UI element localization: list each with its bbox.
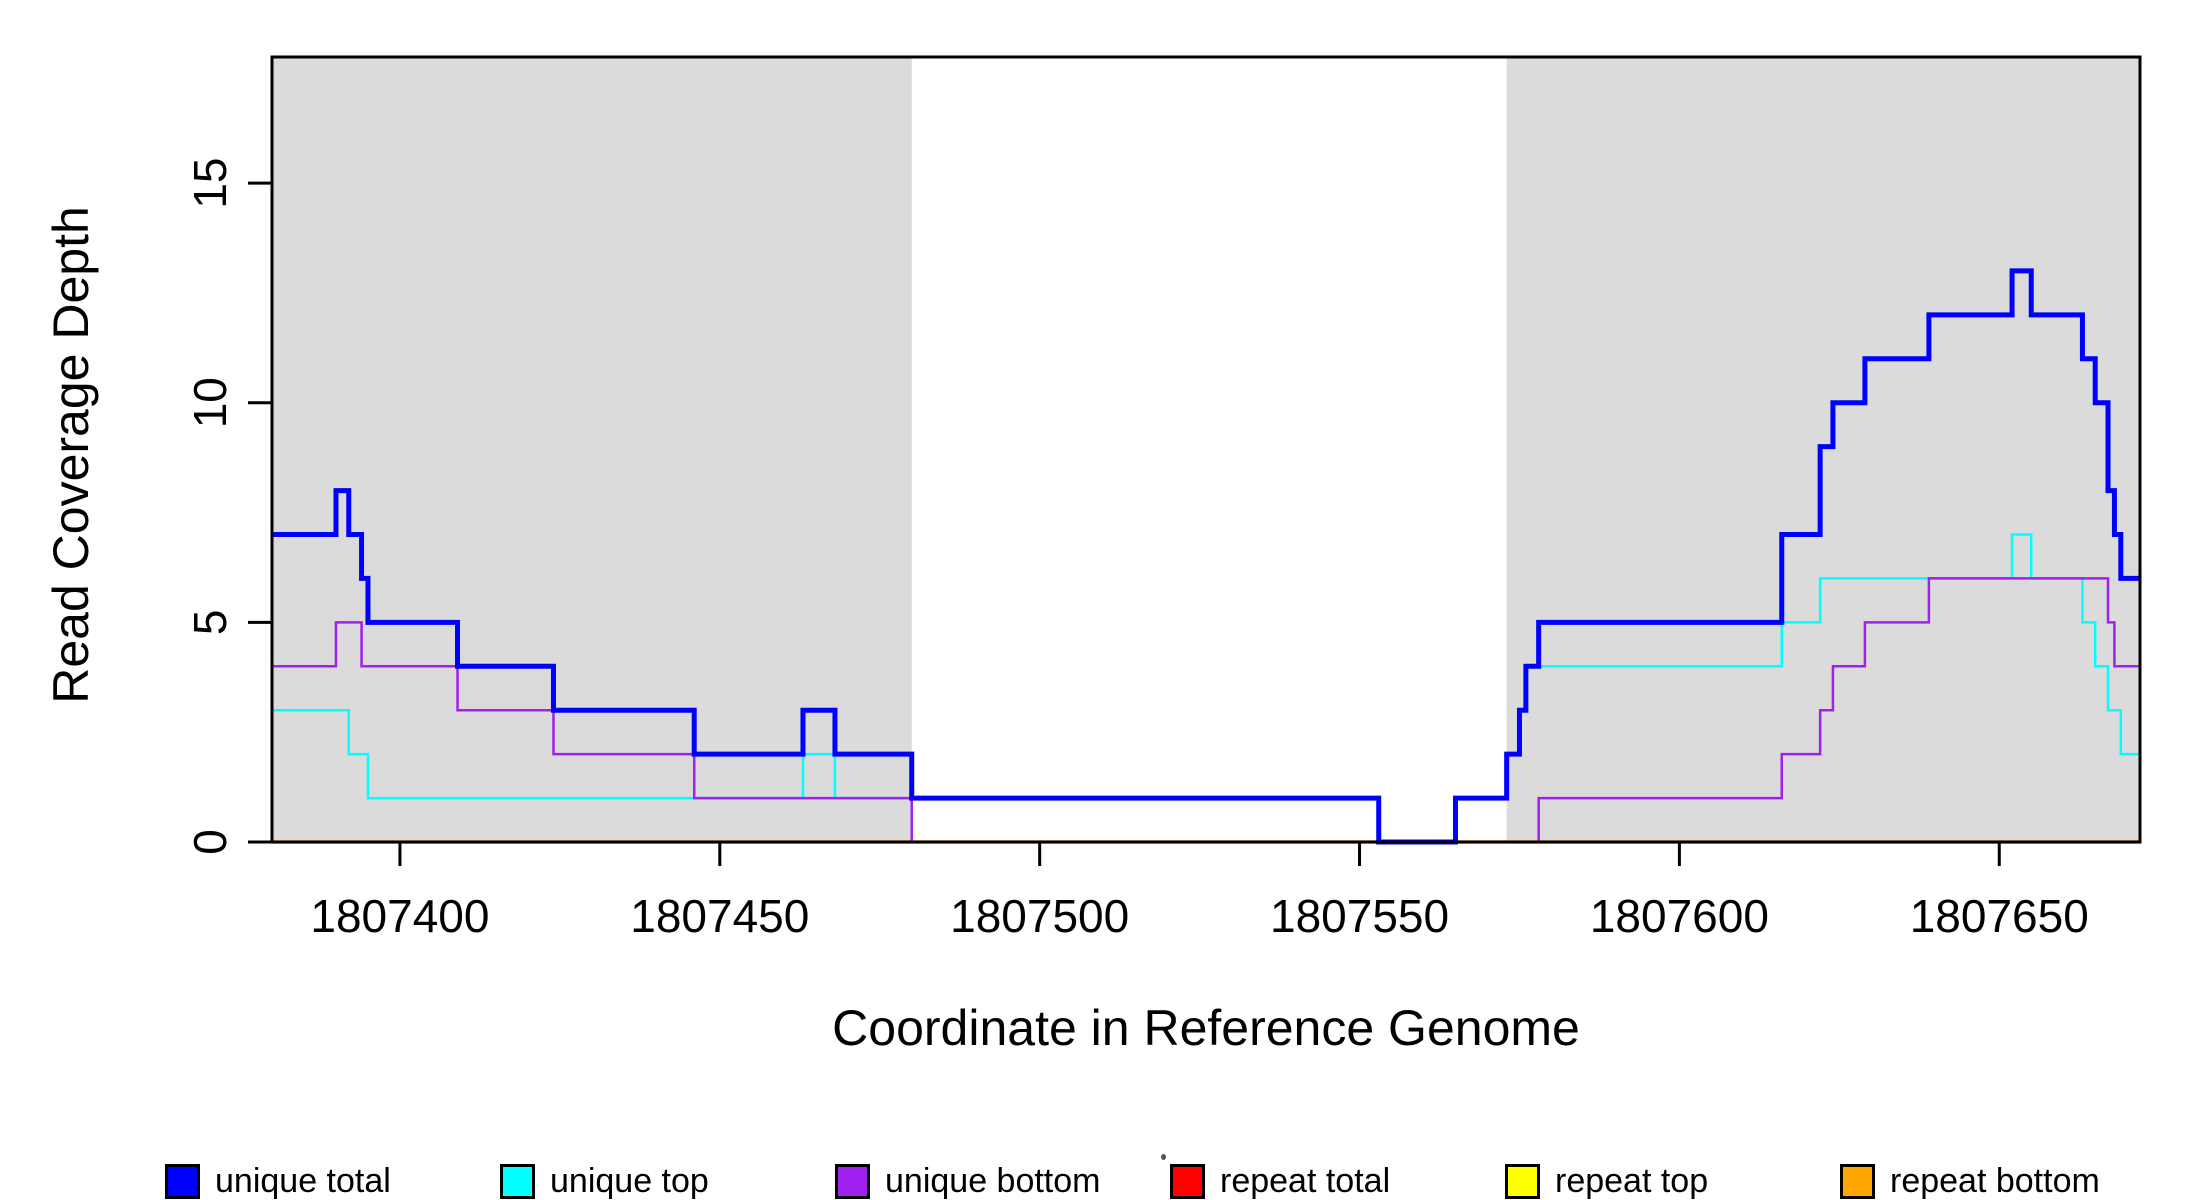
y-tick-label: 15 [184, 157, 236, 208]
x-tick-label: 1807650 [1910, 890, 2089, 942]
x-tick-label: 1807450 [630, 890, 809, 942]
series-path-unique-total [272, 268, 2140, 845]
x-tick-label: 1807600 [1590, 890, 1769, 942]
plot-box [270, 55, 2142, 844]
y-tick-label: 5 [184, 610, 236, 636]
shading-layer [272, 57, 2140, 842]
x-tick-label: 1807400 [310, 890, 489, 942]
x-tick-label: 1807550 [1270, 890, 1449, 942]
stray-mark [1161, 1154, 1166, 1160]
x-axis-title: Coordinate in Reference Genome [832, 1000, 1580, 1056]
x-tick-label: 1807500 [950, 890, 1129, 942]
series-path-unique-bottom [272, 577, 2140, 844]
y-tick-label: 10 [184, 377, 236, 428]
shaded-region [1506, 57, 2140, 842]
axis-layer: 1807400 1807450 1807500 1807550 1807600 18076… [184, 55, 2142, 942]
shaded-region [272, 57, 912, 842]
y-axis-title: Read Coverage Depth [43, 206, 99, 704]
y-tick-label: 0 [184, 829, 236, 855]
